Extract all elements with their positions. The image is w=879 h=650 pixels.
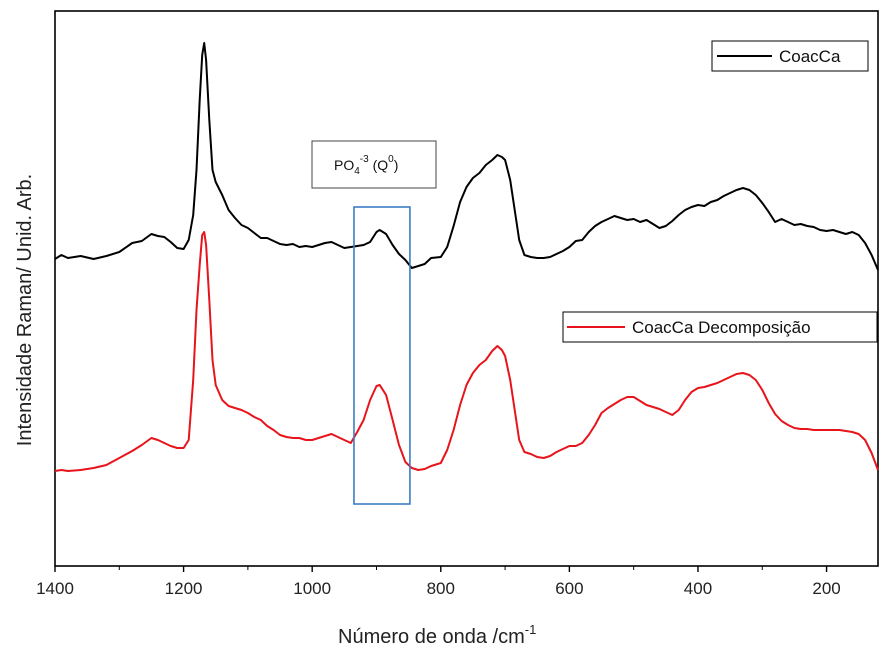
legend-label: CoacCa: [779, 47, 841, 66]
x-axis-title: Número de onda /cm-1: [338, 622, 536, 648]
legend-label: CoacCa Decomposição: [632, 318, 811, 337]
x-tick-label: 1200: [165, 579, 203, 598]
annotation-label-box: [311, 140, 437, 189]
x-tick-label: 600: [555, 579, 583, 598]
legend-coacca: CoacCa: [711, 40, 869, 72]
x-tick-label: 200: [812, 579, 840, 598]
x-tick-label: 800: [427, 579, 455, 598]
legend-box: [562, 311, 878, 343]
annotation-label: PO4-3 (Q0): [334, 154, 398, 177]
series-line-coacca-decomposicao: [54, 231, 879, 472]
plot-frame: [54, 10, 879, 567]
series-layer: [54, 42, 879, 472]
series-line-coacca: [54, 42, 879, 271]
x-tick-label: 400: [684, 579, 712, 598]
x-tick-label: 1400: [36, 579, 74, 598]
x-axis-ticks: 1400 1200 1000 800 600 400 200: [36, 566, 841, 598]
x-tick-label: 1000: [293, 579, 331, 598]
legend-coacca-decomposicao: CoacCa Decomposição: [562, 311, 878, 343]
y-axis-title: Intensidade Raman/ Unid. Arb.: [14, 174, 36, 446]
highlight-box: [353, 206, 411, 505]
